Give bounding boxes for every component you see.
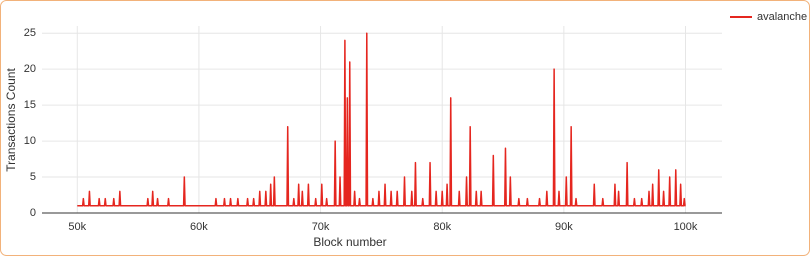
x-tick-label: 70k [312,221,330,233]
x-axis-label: Block number [313,235,386,249]
x-tick-label: 90k [555,221,573,233]
data-line [77,32,686,207]
y-tick-label: 25 [24,27,36,39]
x-tick-label: 60k [190,221,208,233]
x-tick-label: 100k [674,221,698,233]
x-tick-label: 50k [68,221,86,233]
x-tick-label: 80k [433,221,451,233]
y-axis-label: Transactions Count [4,68,18,172]
y-tick-label: 10 [24,135,36,147]
y-tick-label: 0 [30,207,36,219]
y-tick-label: 20 [24,63,36,75]
y-tick-label: 15 [24,99,36,111]
legend-label[interactable]: avalanche [757,11,807,23]
y-tick-label: 5 [30,171,36,183]
